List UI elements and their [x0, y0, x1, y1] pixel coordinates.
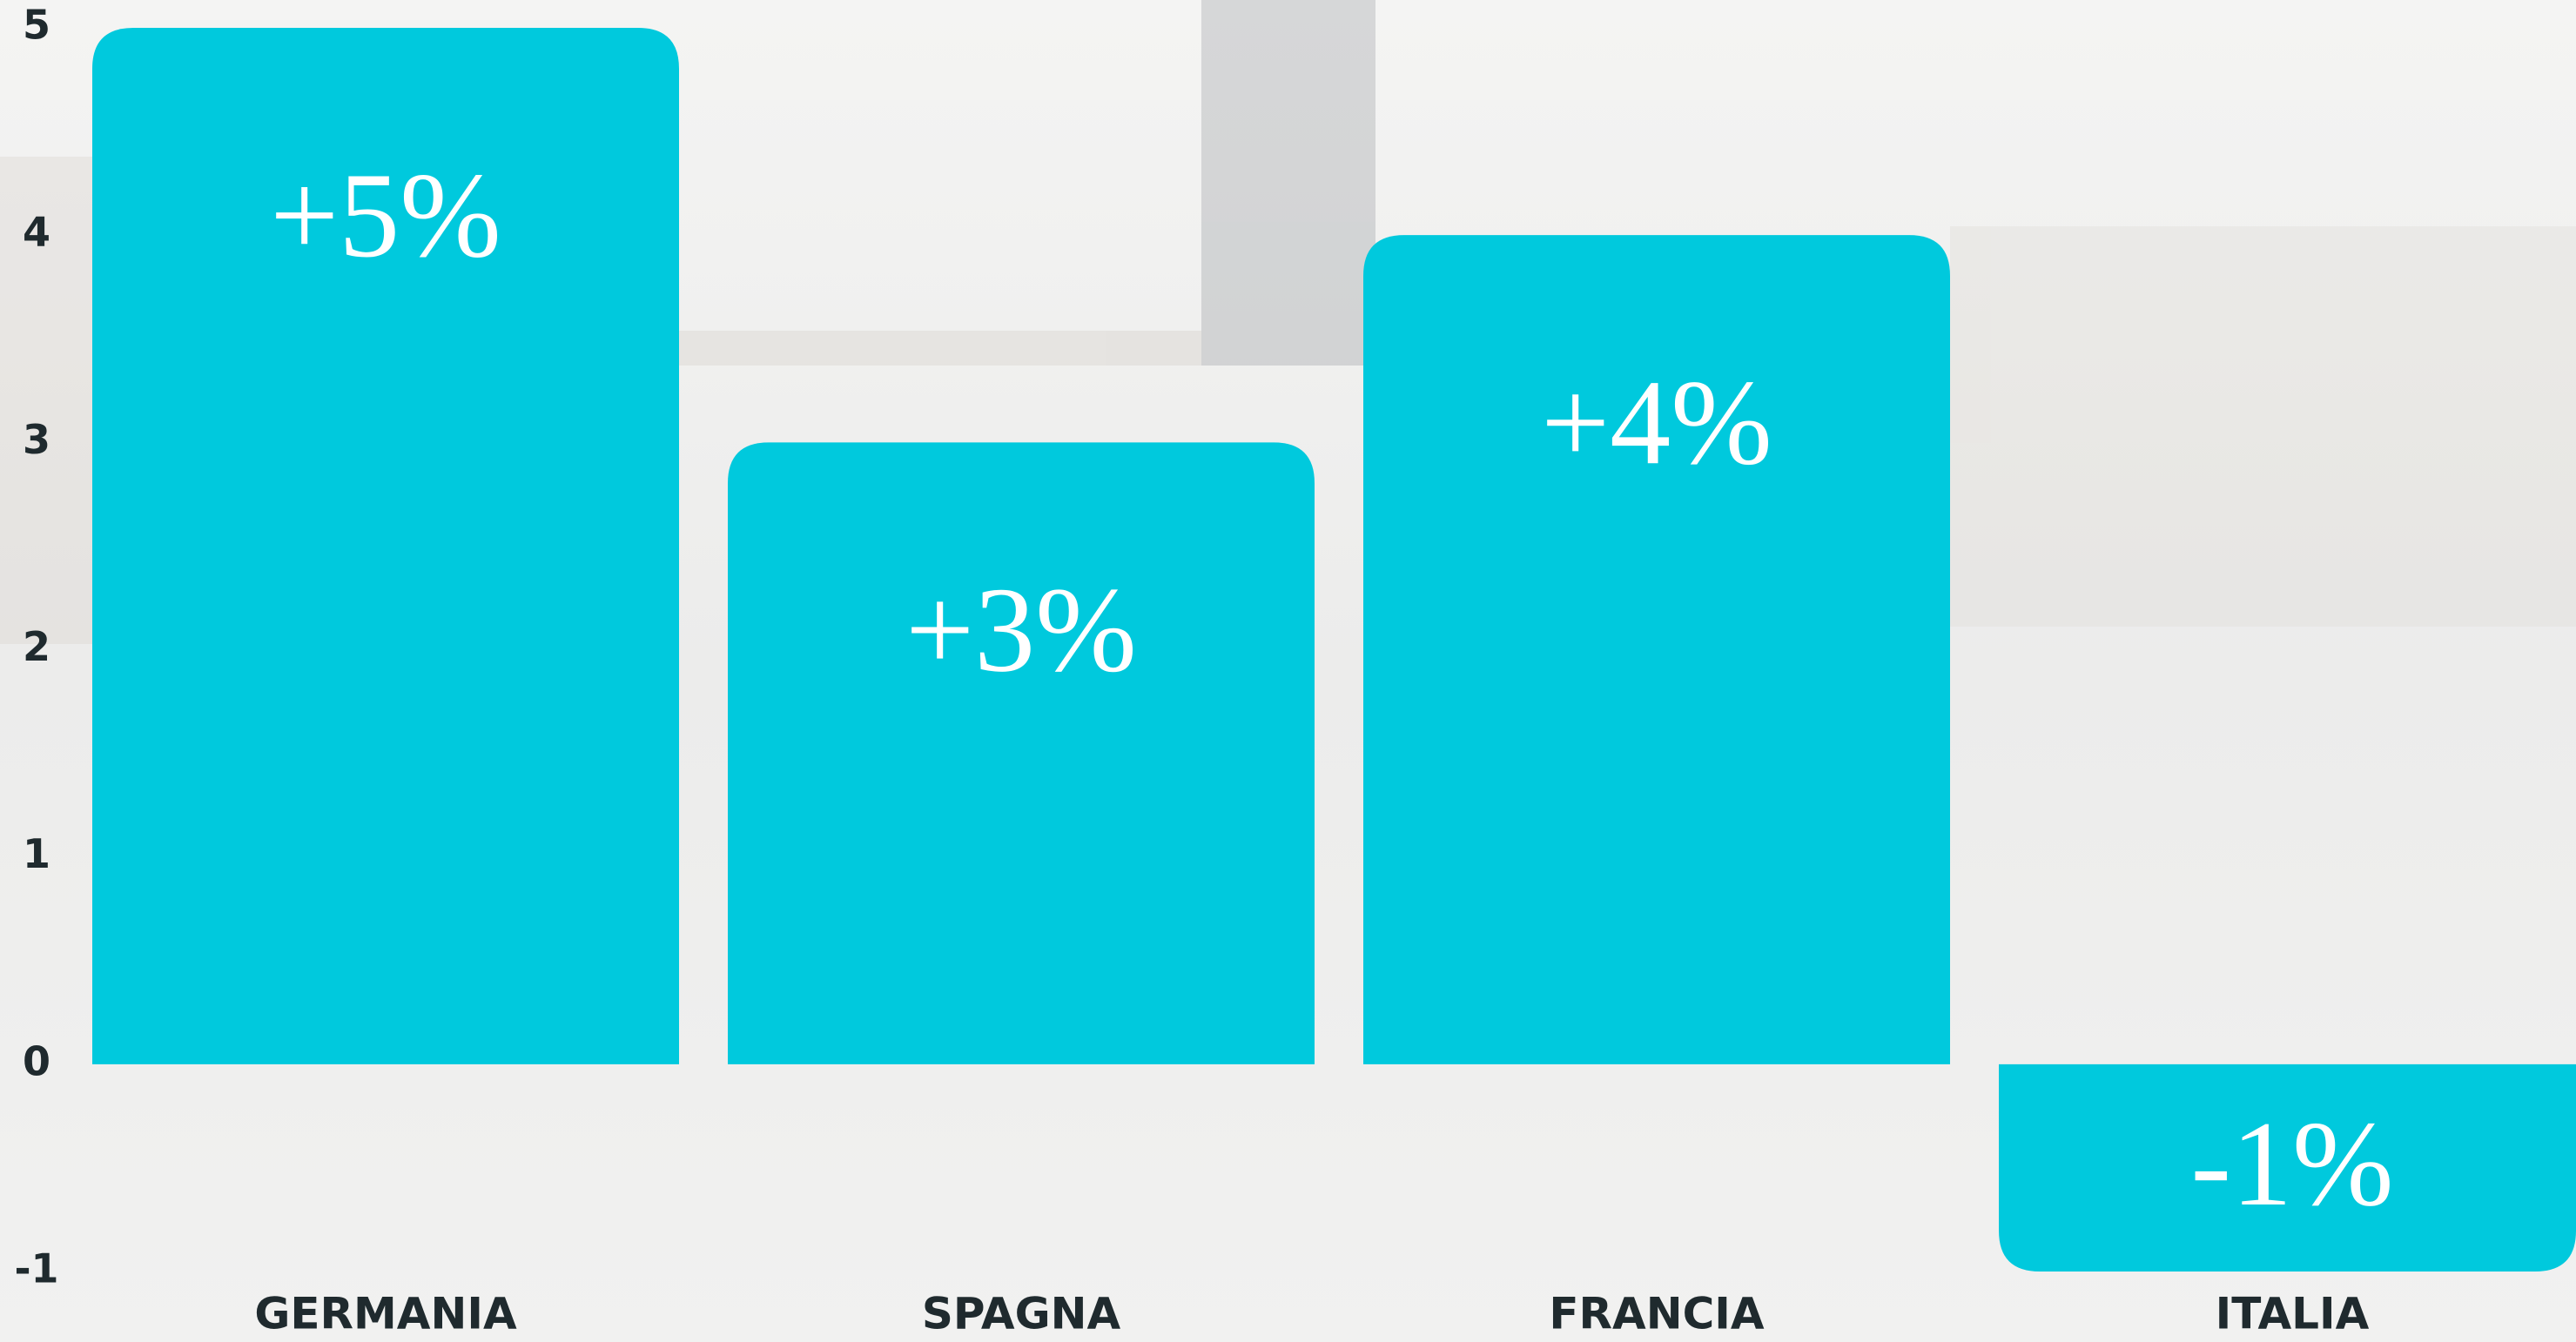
value-label: +5% [270, 148, 501, 283]
bar [92, 28, 679, 1064]
x-tick-label: SPAGNA [922, 1289, 1121, 1339]
x-tick-label: FRANCIA [1549, 1289, 1764, 1339]
x-tick-label: GERMANIA [254, 1289, 517, 1339]
y-tick-label: -1 [14, 1245, 58, 1292]
y-tick-label: 0 [23, 1037, 50, 1084]
y-tick-label: 2 [23, 623, 50, 670]
value-label: +4% [1541, 355, 1772, 490]
y-tick-label: 1 [23, 830, 50, 877]
bar [728, 442, 1315, 1064]
y-tick-label: 4 [23, 209, 50, 256]
value-label: +3% [905, 562, 1137, 697]
y-tick-label: 5 [23, 2, 50, 49]
y-tick-label: 3 [23, 416, 50, 463]
bar [1363, 235, 1950, 1064]
x-tick-label: ITALIA [2216, 1289, 2370, 1339]
bar [1999, 1064, 2576, 1272]
value-label: -1% [2190, 1097, 2393, 1231]
